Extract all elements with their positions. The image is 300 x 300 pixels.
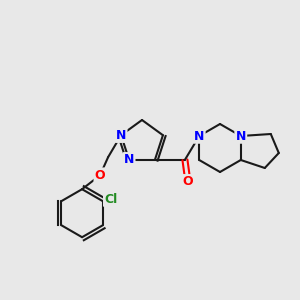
Text: N: N [124, 153, 134, 166]
Text: Cl: Cl [104, 193, 118, 206]
Text: N: N [194, 130, 204, 142]
Text: N: N [236, 130, 246, 142]
Text: O: O [183, 175, 193, 188]
Text: N: N [116, 129, 126, 142]
Text: O: O [95, 169, 105, 182]
